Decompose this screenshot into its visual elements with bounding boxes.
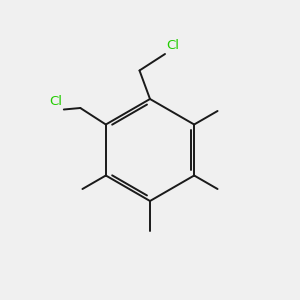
Text: Cl: Cl	[49, 95, 62, 108]
Text: Cl: Cl	[167, 40, 179, 52]
